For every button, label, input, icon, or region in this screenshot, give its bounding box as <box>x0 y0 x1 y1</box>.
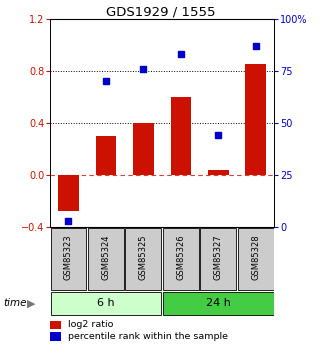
Text: time: time <box>3 298 27 308</box>
Text: GSM85324: GSM85324 <box>101 235 110 280</box>
Bar <box>96 136 116 175</box>
Text: GSM85327: GSM85327 <box>214 235 223 280</box>
Text: 6 h: 6 h <box>97 298 115 308</box>
Bar <box>238 228 274 290</box>
Text: GSM85323: GSM85323 <box>64 235 73 280</box>
Point <box>216 133 221 138</box>
Point <box>178 52 183 57</box>
Bar <box>126 228 161 290</box>
Bar <box>58 175 79 211</box>
Point <box>141 66 146 72</box>
Bar <box>246 65 266 175</box>
Text: GSM85326: GSM85326 <box>176 235 185 280</box>
Bar <box>163 292 274 315</box>
Bar <box>88 228 124 290</box>
Bar <box>50 292 161 315</box>
Bar <box>50 321 61 329</box>
Bar <box>133 123 154 175</box>
Text: GSM85325: GSM85325 <box>139 235 148 280</box>
Bar <box>163 228 199 290</box>
Text: percentile rank within the sample: percentile rank within the sample <box>68 332 228 341</box>
Point <box>253 43 258 49</box>
Bar <box>50 228 86 290</box>
Bar <box>170 97 191 175</box>
Bar <box>50 333 61 341</box>
Bar <box>208 170 229 175</box>
Text: GSM85328: GSM85328 <box>251 235 260 280</box>
Point <box>66 218 71 224</box>
Text: log2 ratio: log2 ratio <box>68 321 113 329</box>
Bar <box>200 228 236 290</box>
Point <box>103 79 108 84</box>
Text: 24 h: 24 h <box>206 298 231 308</box>
Text: ▶: ▶ <box>27 298 36 308</box>
Text: GDS1929 / 1555: GDS1929 / 1555 <box>106 6 215 19</box>
